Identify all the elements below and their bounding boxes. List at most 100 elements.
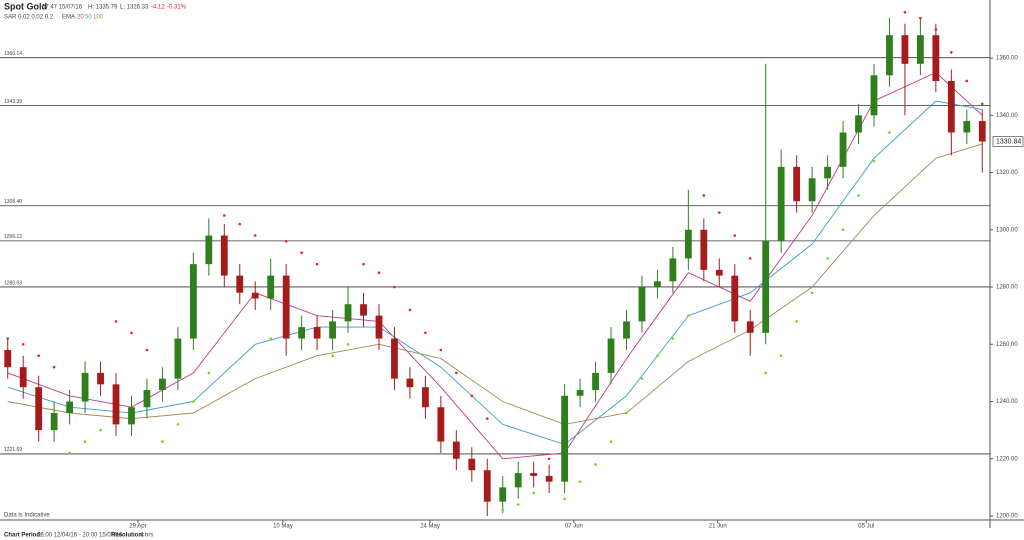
sar-dot <box>872 159 876 163</box>
sar-dot <box>238 222 242 226</box>
sar-dot <box>114 320 118 323</box>
candle-body <box>205 235 213 265</box>
sar-dot <box>99 428 102 432</box>
candle-body <box>514 473 522 488</box>
sar-legend: SAR 0.02 0.02 0.2 <box>4 15 54 21</box>
candle-body <box>313 327 321 339</box>
sar-dot <box>656 354 659 358</box>
sar-dot <box>888 131 891 134</box>
candle-body <box>97 372 104 385</box>
sar-dot <box>455 371 458 375</box>
y-tick-label: 1300.00 <box>996 227 1018 233</box>
sar-dot <box>192 400 195 403</box>
footer-label: Chart Period: <box>4 533 42 539</box>
candle-body <box>220 235 228 276</box>
candle-body <box>112 384 120 425</box>
sar-dot <box>779 354 783 358</box>
y-tick-label: 1260.00 <box>996 342 1018 348</box>
candle-body <box>963 121 971 133</box>
sar-dot <box>764 371 768 375</box>
ema-legend: EMA <box>62 15 75 21</box>
candle-body <box>545 475 553 482</box>
candle-body <box>978 121 986 142</box>
price-label: 1330.84 <box>996 138 1021 145</box>
candle-body <box>669 258 677 282</box>
sar-dot <box>470 394 474 398</box>
candle-body <box>530 473 538 476</box>
y-tick-label: 1280.00 <box>996 285 1018 291</box>
footer-label: Resolution: <box>111 533 144 539</box>
candle-body <box>793 166 801 202</box>
x-tick-label: 21 Jun <box>709 524 727 530</box>
candle-body <box>344 304 352 322</box>
sar-dot <box>145 348 149 352</box>
candle-body <box>329 321 336 339</box>
sar-dot <box>315 262 319 266</box>
sar-dot <box>950 51 953 54</box>
candle-body <box>777 166 785 242</box>
sar-dot <box>841 228 845 232</box>
candle-body <box>592 372 599 391</box>
sar-dot <box>393 285 396 289</box>
candle-body <box>607 338 615 373</box>
candle-body <box>406 378 414 388</box>
candle-body <box>298 327 306 339</box>
ema-line <box>7 71 983 460</box>
sar-dot <box>980 102 984 106</box>
candle-body <box>81 372 89 402</box>
candle-body <box>267 275 275 299</box>
sar-dot <box>733 234 737 237</box>
x-tick-label: 10 May <box>273 524 293 530</box>
candle-body <box>855 115 862 133</box>
candle-body <box>66 401 74 413</box>
sar-dot <box>578 480 582 483</box>
sar-dot <box>161 440 164 443</box>
candle-body <box>839 132 847 167</box>
ema-legend-entry: 50 <box>85 15 92 21</box>
sar-dot <box>965 79 969 83</box>
candle-body <box>174 338 182 379</box>
sar-dot <box>485 417 489 420</box>
sar-dot <box>6 337 10 340</box>
candle-body <box>19 367 27 388</box>
candle-body <box>391 338 398 379</box>
candle-body <box>437 407 445 442</box>
candle-body <box>483 470 491 502</box>
sar-dot <box>439 348 443 352</box>
candle-body <box>282 275 290 339</box>
sar-dot <box>37 354 40 358</box>
footer-text: 16:00 12/04/16 - 20:00 15/07/16 <box>37 533 123 539</box>
y-tick-label: 1340.00 <box>996 113 1018 119</box>
sar-dot <box>362 262 365 266</box>
candle-body <box>808 178 816 202</box>
candle-body <box>561 395 569 482</box>
x-tick-label: 24 May <box>420 524 440 530</box>
sar-dot <box>702 194 706 197</box>
candle-body <box>251 292 259 299</box>
sar-dot <box>687 314 690 317</box>
chart-title: Spot Gold <box>4 1 47 11</box>
candle-body <box>700 229 708 270</box>
header-change: -4.12 <box>151 5 165 11</box>
sar-dot <box>625 411 628 415</box>
sar-dot <box>52 365 56 369</box>
sar-dot <box>424 331 427 335</box>
candle-body <box>375 315 383 339</box>
candle-body <box>236 275 244 293</box>
candle-body <box>715 269 723 276</box>
level-label: 1360.14 <box>4 51 22 57</box>
sar-dot <box>346 342 350 346</box>
sar-dot <box>501 508 505 512</box>
y-tick-label: 1200.00 <box>996 514 1018 520</box>
candle-body <box>654 281 661 288</box>
candle-body <box>468 458 476 471</box>
candle-body <box>824 166 831 179</box>
sar-dot <box>516 503 520 506</box>
header-change-pct: -0.31% <box>167 5 187 11</box>
candle-body <box>762 241 770 333</box>
level-label: 1280.03 <box>4 280 22 286</box>
sar-dot <box>934 28 938 31</box>
sar-dot <box>795 320 798 323</box>
x-tick-label: 07 Jun <box>565 524 583 530</box>
